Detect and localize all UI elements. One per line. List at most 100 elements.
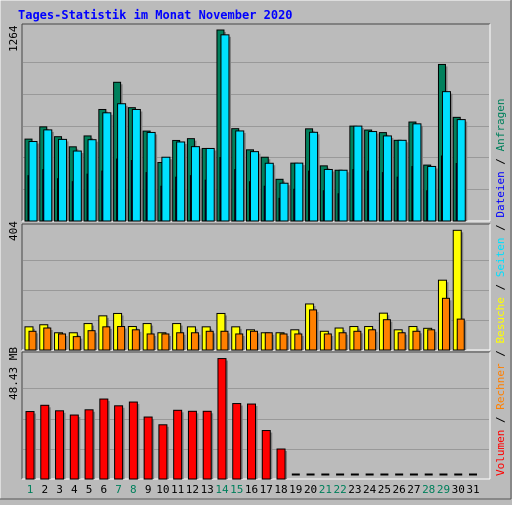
pages-bar-day-28-body bbox=[427, 165, 437, 222]
sites-bar-day-8-body bbox=[131, 329, 140, 351]
volume-bar-day-11 bbox=[173, 409, 184, 480]
legend-separator: / bbox=[494, 344, 507, 364]
pages-bar-day-14-body bbox=[220, 34, 230, 222]
sites-bar-day-26-body bbox=[397, 332, 406, 351]
volume-bar-day-16 bbox=[247, 403, 258, 480]
volume-bar-day-13 bbox=[202, 410, 214, 480]
pages-bar-day-5 bbox=[87, 139, 99, 222]
volume-bar-day-15-body bbox=[232, 403, 242, 480]
pages-bar-day-26-body bbox=[397, 139, 407, 222]
volume-bar-day-10-body bbox=[158, 424, 168, 480]
pages-bar-day-1-body bbox=[28, 141, 38, 222]
x-tick-label-day-26: 26 bbox=[393, 483, 406, 496]
sites-bar-day-9-body bbox=[146, 333, 155, 351]
pages-bar-day-22-body bbox=[338, 169, 348, 222]
x-tick-label-day-11: 11 bbox=[171, 483, 184, 496]
pages-bar-day-7 bbox=[117, 103, 128, 222]
volume-bar-day-18-body bbox=[276, 448, 286, 480]
legend-separator: / bbox=[494, 277, 507, 297]
sites-bar-day-14 bbox=[220, 330, 230, 351]
pages-bar-day-9-body bbox=[146, 131, 156, 222]
y-max-label-requests: 1264 bbox=[7, 25, 20, 52]
sites-bar-day-3-body bbox=[58, 333, 67, 351]
sites-bar-day-24 bbox=[368, 329, 378, 351]
sites-bar-day-13-body bbox=[205, 330, 214, 351]
pages-bar-day-13 bbox=[205, 147, 217, 222]
sites-bar-day-25-body bbox=[382, 319, 391, 351]
pages-bar-day-13-body bbox=[205, 147, 215, 222]
pages-bar-day-5-body bbox=[87, 139, 97, 222]
pages-bar-day-11 bbox=[176, 141, 187, 222]
legend-separator: / bbox=[494, 410, 507, 430]
sites-bar-day-14-body bbox=[220, 330, 229, 351]
sites-bar-day-21-body bbox=[323, 333, 332, 351]
pages-bar-day-14 bbox=[220, 34, 231, 222]
sites-bar-day-30 bbox=[456, 318, 467, 351]
sites-bar-day-22-body bbox=[338, 332, 347, 351]
sites-bar-day-1-body bbox=[28, 330, 37, 351]
pages-bar-day-12-body bbox=[190, 146, 200, 222]
sites-bar-day-16 bbox=[250, 330, 260, 351]
volume-bar-day-15 bbox=[232, 403, 243, 480]
pages-bar-day-3 bbox=[58, 138, 69, 222]
pages-bar-day-20 bbox=[309, 131, 320, 222]
pages-bar-day-15-body bbox=[235, 130, 245, 222]
pages-bar-day-23-body bbox=[353, 125, 363, 222]
sites-bar-day-24-body bbox=[368, 329, 377, 351]
sites-bar-day-11 bbox=[176, 332, 186, 351]
sites-bar-day-29-body bbox=[441, 297, 450, 351]
legend-entry-pages: Seiten bbox=[494, 238, 507, 278]
sites-bar-day-30-body bbox=[456, 318, 465, 351]
pages-bar-day-8 bbox=[131, 108, 143, 222]
x-tick-label-day-22: 22 bbox=[333, 483, 346, 496]
x-tick-label-day-19: 19 bbox=[289, 483, 302, 496]
pages-bar-day-29-body bbox=[441, 91, 451, 222]
pages-bar-day-2 bbox=[43, 129, 54, 222]
x-tick-label-day-20: 20 bbox=[304, 483, 317, 496]
volume-bar-day-9 bbox=[143, 416, 155, 480]
legend-entry-sites: Rechner bbox=[494, 363, 507, 410]
volume-bar-day-12 bbox=[187, 410, 199, 480]
pages-bar-day-10 bbox=[161, 156, 172, 222]
x-tick-label-day-3: 3 bbox=[56, 483, 63, 496]
sites-bar-day-19-body bbox=[294, 333, 303, 351]
sites-bar-day-5 bbox=[87, 330, 98, 351]
x-tick-label-day-9: 9 bbox=[145, 483, 152, 496]
volume-bar-day-6-body bbox=[99, 398, 109, 480]
sites-bar-day-20 bbox=[309, 309, 319, 351]
volume-bar-day-17 bbox=[261, 430, 273, 480]
x-tick-label-day-21: 21 bbox=[319, 483, 332, 496]
x-tick-label-day-1: 1 bbox=[27, 483, 34, 496]
sites-bar-day-28 bbox=[427, 329, 437, 351]
pages-bar-day-29 bbox=[441, 91, 453, 222]
pages-bar-day-1 bbox=[28, 141, 39, 222]
volume-bar-day-2-body bbox=[40, 404, 50, 480]
x-tick-label-day-27: 27 bbox=[407, 483, 420, 496]
sites-bar-day-3 bbox=[58, 333, 68, 351]
pages-bar-day-20-body bbox=[309, 131, 319, 222]
x-tick-label-day-12: 12 bbox=[186, 483, 199, 496]
pages-bar-day-6-body bbox=[102, 112, 112, 222]
pages-bar-day-8-body bbox=[131, 108, 141, 222]
volume-bar-day-1-body bbox=[25, 411, 35, 480]
volume-bar-day-3 bbox=[55, 410, 66, 480]
pages-bar-day-30 bbox=[456, 119, 468, 222]
sites-bar-day-23 bbox=[353, 330, 363, 351]
sites-bar-day-21 bbox=[323, 333, 334, 351]
sites-bar-day-19 bbox=[294, 333, 304, 351]
pages-bar-day-24 bbox=[368, 131, 379, 222]
volume-bar-day-14-body bbox=[217, 358, 227, 480]
sites-bar-day-29 bbox=[441, 297, 452, 351]
pages-bar-day-25-body bbox=[382, 135, 392, 222]
sites-bar-day-26 bbox=[397, 332, 408, 351]
x-tick-label-day-16: 16 bbox=[245, 483, 258, 496]
sites-bar-day-12-body bbox=[190, 332, 199, 351]
sites-bar-day-4-body bbox=[72, 336, 81, 351]
volume-bar-day-11-body bbox=[173, 409, 183, 480]
x-tick-label-day-31: 31 bbox=[466, 483, 479, 496]
pages-bar-day-18 bbox=[279, 182, 291, 222]
x-tick-label-day-25: 25 bbox=[378, 483, 391, 496]
volume-bar-day-9-body bbox=[143, 416, 153, 480]
pages-bar-day-17 bbox=[264, 162, 276, 222]
sites-bar-day-18-body bbox=[279, 333, 288, 351]
